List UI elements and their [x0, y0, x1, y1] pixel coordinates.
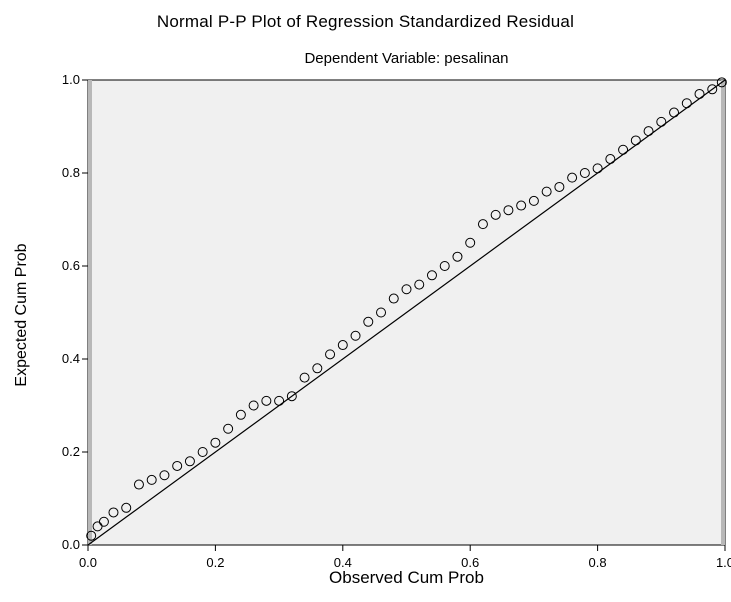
y-axis: 0.0 0.2 0.4 0.6 0.8 1.0 — [62, 72, 88, 552]
data-point — [707, 84, 718, 95]
data-point — [554, 181, 565, 192]
x-tick-label: 0.2 — [206, 555, 224, 570]
data-point — [197, 447, 208, 457]
data-point — [184, 456, 195, 467]
data-point — [541, 186, 552, 197]
data-point — [248, 400, 259, 411]
x-tick-label: 0.0 — [79, 555, 97, 570]
data-point — [146, 474, 157, 485]
y-tick-label: 0.8 — [62, 165, 80, 180]
data-point — [426, 270, 437, 281]
data-point — [363, 316, 374, 327]
data-point — [312, 363, 323, 374]
data-point — [98, 516, 109, 527]
data-point — [133, 479, 144, 490]
data-point — [325, 349, 336, 360]
data-point — [401, 284, 412, 295]
data-point — [121, 502, 132, 513]
x-tick-label: 0.6 — [461, 555, 479, 570]
chart-title: Normal P-P Plot of Regression Standardiz… — [156, 12, 575, 31]
data-point — [681, 98, 692, 109]
data-point — [465, 237, 476, 248]
data-point — [223, 423, 234, 434]
reference-line — [87, 79, 726, 546]
y-tick-label: 0.6 — [62, 258, 80, 273]
data-point — [286, 391, 297, 402]
data-point — [274, 395, 285, 406]
data-point — [86, 530, 97, 541]
data-point — [503, 205, 514, 216]
data-point — [694, 88, 705, 99]
data-point — [528, 195, 539, 206]
chart-subtitle: Dependent Variable: pesalinan — [304, 50, 509, 67]
data-point — [656, 116, 667, 127]
data-point — [477, 219, 488, 230]
data-point — [376, 307, 387, 318]
data-point — [592, 163, 603, 174]
data-point — [337, 340, 348, 351]
data-point — [643, 126, 654, 137]
data-point — [605, 154, 616, 165]
y-axis-label: Expected Cum Prob — [13, 243, 30, 387]
data-point — [669, 107, 680, 118]
plot-left-edge — [88, 80, 92, 545]
x-tick-label: 0.8 — [589, 555, 607, 570]
y-tick-label: 1.0 — [62, 72, 80, 87]
data-point — [172, 460, 183, 471]
data-point — [261, 395, 272, 406]
data-point — [108, 507, 119, 518]
data-point — [452, 251, 463, 262]
x-tick-label: 0.4 — [334, 555, 352, 570]
data-point — [388, 293, 399, 304]
data-point — [159, 470, 170, 481]
data-point — [439, 261, 450, 271]
data-point — [235, 409, 246, 420]
data-point — [350, 330, 361, 341]
reference-line-layer — [87, 79, 726, 546]
y-tick-label: 0.0 — [62, 537, 80, 552]
y-tick-label: 0.4 — [62, 351, 80, 366]
plot-right-edge — [721, 80, 725, 545]
points-layer — [86, 77, 727, 541]
data-point — [567, 172, 578, 183]
data-point — [210, 437, 221, 448]
data-point — [579, 168, 590, 178]
data-point — [92, 521, 103, 532]
data-point — [716, 77, 727, 88]
data-point — [618, 144, 629, 155]
y-tick-label: 0.2 — [62, 444, 80, 459]
x-tick-label: 1.0 — [716, 555, 731, 570]
data-point — [630, 135, 641, 146]
data-point — [414, 279, 425, 290]
data-point — [490, 209, 501, 220]
x-axis: 0.0 0.2 0.4 0.6 0.8 1.0 — [79, 545, 731, 570]
data-point — [299, 372, 310, 383]
x-axis-label: Observed Cum Prob — [329, 568, 484, 587]
data-point — [516, 200, 527, 211]
